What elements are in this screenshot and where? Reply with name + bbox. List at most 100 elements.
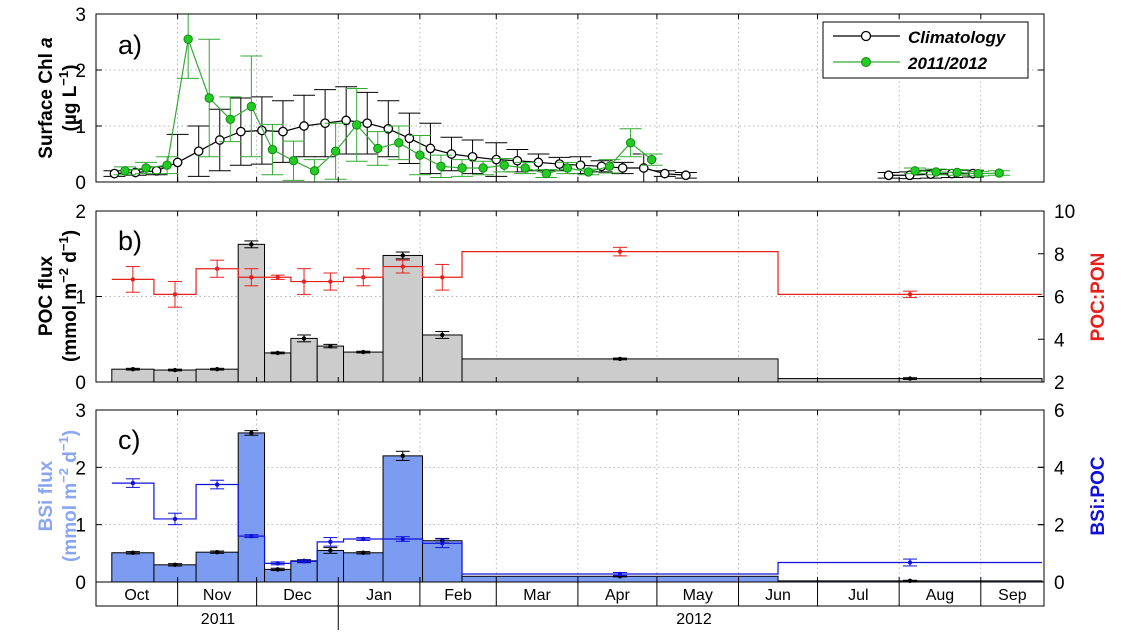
panel-a-letter: a) — [118, 30, 142, 60]
month-label: Nov — [203, 587, 231, 604]
y-right-tick-label: 8 — [1054, 245, 1065, 266]
panel-c-units-sup2: −1 — [56, 436, 71, 451]
legend: Climatology 2011/2012 — [822, 21, 1029, 79]
year-point — [583, 167, 594, 177]
year-point — [225, 114, 236, 124]
panel-b-marks — [111, 240, 1043, 383]
ratio-point — [361, 536, 366, 542]
flux-bar — [195, 551, 239, 583]
flux-bar — [111, 552, 155, 583]
year-point — [499, 160, 509, 170]
ratio-point — [275, 275, 280, 280]
year-point — [246, 101, 257, 112]
panel-b-axes: 0 1 2 2 4 6 8 10 — [75, 202, 1075, 394]
panel-a-ylabel-line1: Surface Chl — [36, 48, 57, 159]
ratio-point — [400, 264, 405, 269]
flux-point — [130, 550, 136, 555]
panel-a-frame — [95, 13, 1045, 183]
month-label: Sep — [998, 587, 1027, 604]
flux-point — [301, 336, 307, 341]
bars — [111, 240, 1043, 383]
y-tick-label: 2 — [75, 61, 86, 82]
year-point — [352, 120, 362, 130]
ratio-point — [301, 559, 307, 564]
flux-point — [907, 376, 913, 381]
y-tick-label: 2 — [75, 202, 86, 223]
ratio-point — [361, 275, 366, 280]
flux-point — [440, 332, 445, 338]
ratio-point — [617, 571, 623, 577]
panel-c-units-close: ) — [60, 430, 81, 436]
year-point — [288, 156, 299, 166]
legend-climatology-marker — [860, 30, 872, 42]
year-point — [162, 160, 172, 170]
flux-bar — [237, 243, 266, 383]
panel-c-units-sup1: −2 — [56, 468, 71, 483]
climatology-point — [554, 159, 565, 169]
climatology-point — [638, 163, 649, 173]
panel-b-units-a: (mmol m — [60, 283, 81, 362]
panel-a-ylabel-italic: a — [36, 37, 57, 48]
flux-bar — [290, 337, 318, 383]
panel-b-letter: b) — [118, 226, 142, 256]
ratio-series — [111, 478, 1042, 577]
panel-c-ylabel-right: BSi:POC — [1088, 456, 1109, 535]
year-point — [120, 166, 130, 176]
y-tick-label: 1 — [75, 288, 86, 309]
climatology-point — [299, 121, 309, 131]
y-right-tick-label: 4 — [1054, 458, 1065, 479]
flux-point — [275, 350, 280, 356]
climatology-point — [193, 146, 204, 157]
month-label: Mar — [523, 587, 551, 604]
panel-b-ylabel-right: POC:PON — [1088, 253, 1109, 342]
flux-bar — [153, 564, 197, 583]
ratio-point — [172, 292, 178, 297]
year-point — [394, 138, 404, 148]
year-point — [646, 154, 657, 165]
flux-point — [172, 562, 178, 567]
flux-bar — [264, 352, 292, 383]
year-point — [562, 163, 573, 173]
climatology-point — [617, 163, 628, 173]
climatology-point — [235, 126, 246, 137]
flux-bar — [343, 552, 384, 583]
panel-a-ylabel-units-sup: −1 — [56, 71, 71, 86]
climatology-point — [681, 170, 691, 181]
climatology-point — [425, 143, 436, 154]
panel-a-axes: 0 1 2 3 — [75, 5, 1044, 194]
ratio-point — [275, 561, 280, 566]
climatology-point — [404, 133, 415, 144]
year-point — [183, 34, 193, 44]
flux-point — [214, 549, 220, 555]
year-point — [457, 163, 467, 173]
panel-c-axes: 0 1 2 3 0 2 4 6 — [75, 401, 1065, 594]
year-point — [373, 143, 383, 154]
year-label: 2011 — [201, 611, 236, 628]
legend-climatology-label: Climatology — [908, 28, 1007, 47]
flux-bar — [316, 345, 345, 383]
climatology-point — [491, 154, 502, 165]
flux-point — [172, 367, 178, 373]
year-point — [910, 166, 920, 176]
flux-point — [130, 366, 136, 372]
climatology-point — [883, 170, 894, 181]
flux-bar — [382, 455, 424, 583]
flux-point — [249, 430, 254, 436]
flux-point — [617, 356, 623, 362]
month-label: Feb — [444, 587, 472, 604]
panel-c-units-a: (mmol m — [60, 483, 81, 562]
panel-b-units-sup2: −1 — [56, 236, 71, 251]
climatology-point — [446, 149, 457, 159]
y-tick-label: 0 — [75, 573, 86, 594]
month-label: Apr — [605, 587, 631, 604]
y-tick-label: 3 — [75, 5, 86, 26]
panel-c-units-mid: d — [60, 451, 81, 468]
ratio-point — [214, 482, 220, 487]
flux-point — [361, 550, 366, 555]
panel-a-ylabel: Surface Chl a — [36, 37, 57, 159]
y-tick-label: 0 — [75, 373, 86, 394]
month-label: Jan — [366, 587, 392, 604]
ratio-point — [214, 266, 220, 271]
panel-b-poc: 0 1 2 2 4 6 8 10 b) POC flux (mmol m−2 d−1) POC… — [36, 202, 1109, 394]
flux-point — [328, 548, 333, 553]
